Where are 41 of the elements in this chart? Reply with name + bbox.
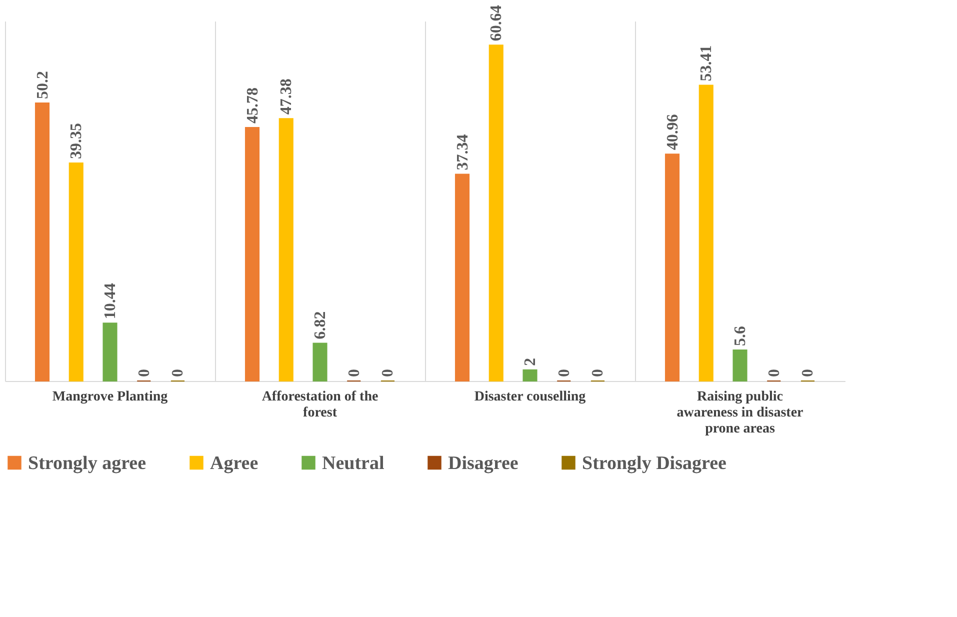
- data-label: 40.96: [664, 114, 682, 150]
- x-tick-label: Disaster couselling: [474, 390, 586, 404]
- legend-label: Strongly agree: [28, 452, 146, 474]
- data-label: 0: [800, 369, 817, 377]
- legend-label: Disagree: [448, 452, 518, 474]
- bar: [698, 84, 714, 382]
- bar: [278, 118, 294, 382]
- legend-label: Neutral: [322, 452, 384, 474]
- data-label: 0: [766, 369, 783, 377]
- data-label: 0: [590, 369, 607, 377]
- bar: [34, 102, 50, 382]
- legend-label: Strongly Disagree: [582, 452, 726, 474]
- x-tick-label: Mangrove Planting: [52, 390, 168, 404]
- data-label: 5.6: [732, 326, 749, 346]
- data-label: 60.64: [488, 5, 506, 42]
- bar: [664, 154, 680, 382]
- data-label: 50.2: [34, 70, 52, 99]
- bar: [522, 369, 538, 382]
- data-label: 39.35: [68, 123, 86, 160]
- data-label: 0: [556, 369, 573, 377]
- data-label: 0: [136, 369, 153, 377]
- bar: [454, 174, 470, 382]
- legend-label: Agree: [210, 452, 258, 474]
- data-label: 0: [346, 369, 363, 377]
- data-label: 6.82: [312, 311, 329, 340]
- data-label: 47.38: [278, 78, 296, 115]
- bar: [488, 44, 504, 382]
- data-label: 2: [522, 358, 539, 366]
- x-tick-label: Afforestation of the forest: [262, 390, 378, 420]
- data-label: 0: [380, 369, 397, 377]
- bar: [312, 342, 328, 382]
- bar: [732, 349, 748, 382]
- data-label: 37.34: [454, 134, 472, 170]
- bar: [244, 126, 260, 382]
- bar: [102, 322, 118, 382]
- x-tick-label: Raising public awareness in disaster prone areas: [676, 390, 804, 436]
- data-label: 10.44: [102, 283, 119, 320]
- data-label: 0: [170, 369, 187, 377]
- data-label: 45.78: [244, 87, 262, 124]
- data-label: 53.41: [698, 45, 716, 82]
- bar: [68, 162, 84, 382]
